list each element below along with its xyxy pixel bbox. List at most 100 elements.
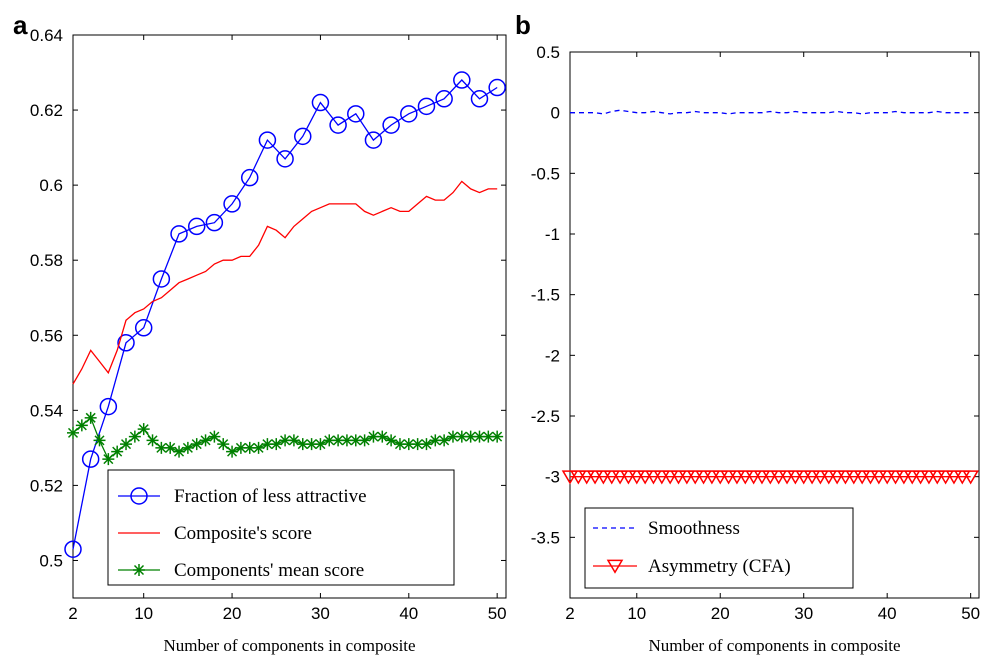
data-point — [945, 470, 963, 485]
data-point — [678, 470, 696, 485]
data-point — [845, 470, 863, 485]
data-point — [837, 470, 854, 485]
data-point — [491, 430, 504, 443]
x-axis-label: Number of components in composite — [648, 636, 900, 655]
data-point — [586, 470, 604, 485]
data-point — [606, 559, 624, 574]
x-tick-label: 10 — [627, 604, 646, 623]
data-point — [102, 453, 115, 466]
data-point — [803, 470, 821, 485]
data-point — [962, 470, 979, 485]
data-point — [636, 470, 654, 485]
data-point — [223, 195, 241, 213]
panel-label: a — [13, 10, 28, 40]
data-point — [812, 470, 829, 485]
data-point — [329, 116, 347, 134]
x-tick-label: 20 — [223, 604, 242, 623]
data-point — [455, 430, 468, 443]
data-point — [311, 93, 330, 112]
legend: Fraction of less attractive Composite's s… — [107, 469, 455, 586]
data-point — [81, 450, 100, 468]
data-point — [661, 470, 679, 485]
series-line — [570, 109, 971, 115]
data-point — [703, 470, 721, 485]
data-point — [464, 430, 477, 443]
x-axis-label: Number of components in composite — [163, 636, 415, 655]
data-point — [611, 470, 629, 485]
data-point — [93, 434, 106, 447]
data-point — [470, 90, 489, 108]
y-tick-label: 0.5 — [39, 551, 63, 570]
data-point — [435, 90, 453, 108]
data-point — [276, 150, 294, 168]
data-point — [358, 434, 371, 447]
y-tick-label: 0.54 — [30, 401, 63, 420]
y-tick-label: 0.6 — [39, 176, 63, 195]
data-point — [128, 430, 141, 443]
data-point — [294, 127, 312, 146]
data-point — [323, 434, 336, 447]
data-point — [420, 438, 433, 451]
data-point — [155, 441, 168, 454]
data-point — [778, 470, 796, 485]
data-point — [653, 470, 671, 485]
data-point — [578, 470, 596, 485]
data-point — [895, 470, 913, 485]
y-tick-label: -3.5 — [531, 528, 560, 547]
x-tick-label: 20 — [711, 604, 730, 623]
data-point — [628, 470, 646, 485]
data-point — [720, 470, 737, 485]
x-tick-label: 10 — [134, 604, 153, 623]
data-point — [170, 225, 188, 243]
data-point — [164, 441, 177, 454]
data-point — [728, 470, 746, 485]
data-point — [240, 168, 259, 187]
data-point — [928, 470, 946, 485]
data-point — [820, 470, 838, 485]
y-tick-label: -0.5 — [531, 164, 560, 183]
data-point — [453, 71, 471, 89]
legend-label: Smoothness — [648, 518, 740, 539]
data-point — [234, 441, 247, 454]
data-point — [226, 445, 239, 458]
legend-label: Asymmetry (CFA) — [648, 556, 791, 577]
data-point — [645, 470, 662, 485]
series-line — [72, 180, 498, 385]
data-point — [870, 470, 888, 485]
data-point — [753, 470, 771, 485]
y-tick-label: 0.64 — [30, 26, 63, 45]
data-point — [912, 470, 929, 485]
data-point — [770, 470, 787, 485]
data-point — [762, 470, 779, 485]
data-point — [400, 105, 418, 123]
y-tick-label: -1 — [545, 225, 560, 244]
data-point — [75, 419, 88, 432]
panel-label: b — [515, 10, 531, 40]
data-point — [620, 470, 637, 485]
data-point — [670, 470, 687, 485]
data-point — [603, 470, 621, 485]
x-tick-label: 50 — [488, 604, 507, 623]
x-tick-label: 30 — [311, 604, 330, 623]
data-point — [385, 434, 398, 447]
data-point — [920, 470, 938, 485]
legend-box — [107, 469, 455, 586]
data-point — [862, 470, 879, 485]
data-point — [787, 470, 804, 485]
y-tick-label: -1.5 — [531, 286, 560, 305]
data-point — [99, 397, 118, 416]
data-point — [137, 423, 150, 436]
axes-frame — [72, 34, 507, 599]
panel-b: b 2 10 20 30 40 50 0.5 0 -0.5 -1 -1.5 -2 -2.5 -3 -3.5 Nu… — [515, 10, 980, 655]
data-point — [67, 426, 79, 439]
y-tick-label: 0.5 — [536, 43, 560, 62]
data-point — [853, 470, 871, 485]
data-point — [287, 434, 300, 447]
data-point — [199, 434, 212, 447]
data-point — [561, 470, 579, 485]
data-point — [417, 97, 436, 116]
data-point — [133, 564, 145, 576]
data-point — [595, 470, 612, 485]
data-point — [402, 438, 415, 451]
